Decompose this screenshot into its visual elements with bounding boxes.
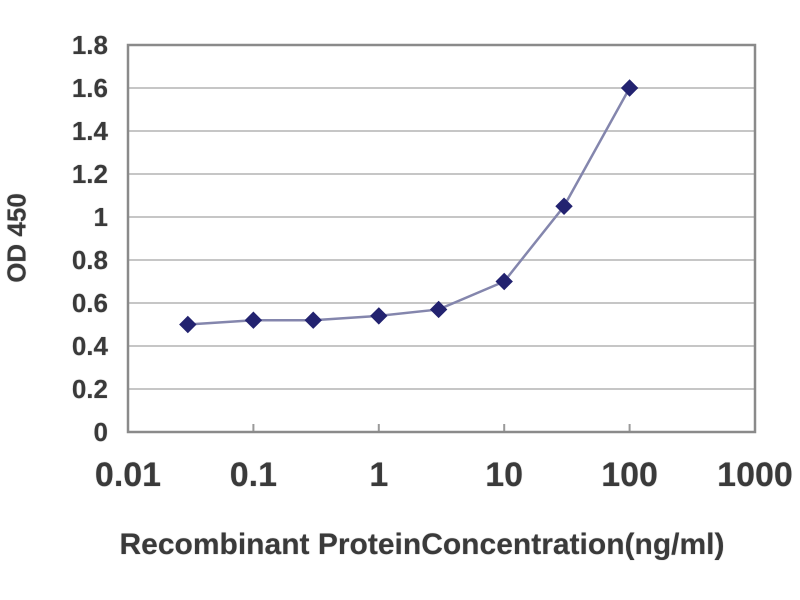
- series-line: [187, 87, 631, 326]
- data-point-marker: [620, 79, 639, 97]
- data-point-marker: [179, 315, 197, 334]
- data-point-marker: [304, 311, 322, 329]
- data-point-marker: [495, 272, 513, 291]
- x-tick-label: 0.1: [229, 456, 278, 494]
- x-tick-label: 100: [601, 456, 658, 494]
- x-tick-label: 1000: [717, 456, 793, 494]
- data-point-marker: [244, 311, 263, 329]
- x-tick-label: 1: [369, 456, 389, 494]
- y-tick-label: 0.2: [71, 374, 108, 404]
- y-tick-label: 0.8: [71, 245, 108, 275]
- plot-frame: [126, 43, 757, 434]
- y-tick-label: 0.6: [71, 288, 108, 318]
- data-point-marker: [429, 300, 448, 319]
- x-tick-label: 0.01: [94, 456, 162, 494]
- y-tick-label: 1.2: [71, 159, 108, 189]
- y-tick-label: 1.6: [71, 73, 108, 103]
- x-tick-label: 10: [485, 456, 524, 494]
- x-axis-title: Recombinant ProteinConcentration(ng/ml): [119, 528, 725, 561]
- data-point-marker: [370, 307, 388, 325]
- plot-background: [128, 45, 755, 432]
- y-tick-label: 1: [93, 202, 108, 232]
- data-point-marker: [555, 197, 573, 215]
- y-tick-label: 1.4: [71, 116, 108, 146]
- y-tick-label: 0.4: [71, 331, 108, 361]
- y-tick-label: 0: [93, 417, 108, 447]
- y-tick-label: 1.8: [71, 30, 108, 60]
